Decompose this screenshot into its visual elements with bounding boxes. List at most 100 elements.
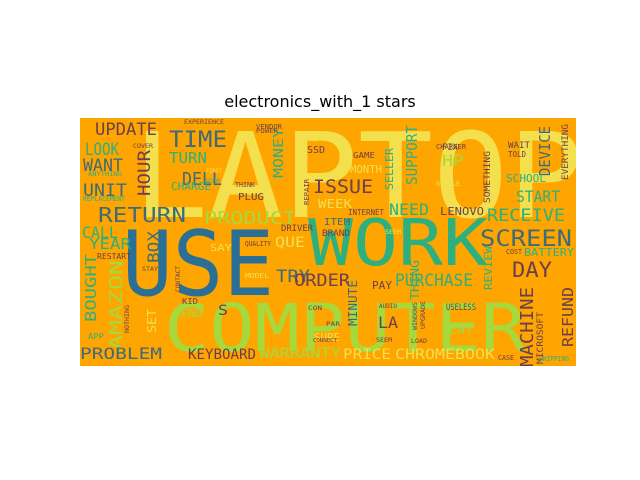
word-look: LOOK	[85, 140, 120, 160]
word-receive: RECEIVE	[487, 206, 565, 226]
word-vendor: VENDOR	[256, 123, 283, 131]
word-seller: SELLER	[383, 148, 396, 190]
word-sure: SURE	[314, 331, 340, 344]
word-unit: UNIT	[83, 181, 127, 201]
word-laptop: LAPTOP	[133, 118, 576, 245]
word-audio: AUDIO	[379, 303, 397, 310]
word-quality: QUALITY	[245, 240, 272, 248]
word-shipping: SHIPPING	[539, 355, 569, 363]
word-amazon: AMAZON	[106, 260, 127, 350]
word-app: APP	[88, 332, 104, 341]
word-machine: MACHINE	[517, 287, 538, 366]
word-week: WEEK	[318, 197, 353, 211]
word-microsoft: MICROSOFT	[536, 311, 546, 364]
word-help: HELP	[303, 135, 321, 143]
word-order: ORDER	[294, 271, 351, 291]
word-something: SOMETHING	[483, 151, 493, 203]
word-driver: DRIVER	[281, 224, 314, 234]
word-internet: INTERNET	[348, 208, 384, 217]
word-charger: CHARGER	[436, 143, 467, 151]
word-say: SAY	[210, 243, 232, 254]
word-update: UPDATE	[95, 120, 157, 140]
word-connect: CONNECT	[313, 338, 337, 344]
word-case: CASE	[498, 354, 514, 362]
word-price: PRICE	[343, 347, 391, 363]
word-stay: STAY	[142, 266, 158, 273]
word-support: SUPPORT	[403, 125, 421, 185]
word-seem: SEEM	[385, 229, 401, 236]
word-problem: PROBLEM	[80, 344, 162, 363]
word-think: THINK	[235, 181, 256, 189]
word-device: DEVICE	[536, 126, 554, 176]
word-month: MONTH	[350, 163, 382, 176]
word-product: PRODUCT	[204, 208, 296, 229]
word-start: START	[516, 187, 560, 206]
word-use: USE	[122, 212, 274, 317]
word-hp: HP	[442, 151, 464, 170]
chart-title: electronics_with_1 stars	[224, 92, 416, 111]
word-item: ITEM	[324, 217, 350, 228]
word-upgrade: UPGRADE	[420, 301, 427, 329]
word-turn: TURN	[169, 149, 207, 167]
word-time: TIME	[169, 128, 227, 153]
word-la: LA	[378, 313, 398, 332]
word-load: LOAD	[411, 338, 427, 345]
word-try: TRY	[276, 267, 310, 287]
word-day: DAY	[512, 258, 552, 282]
word-cloud: LAPTOP USE WORK COMPUTER RETURN PRODUCT SCREEN…	[80, 118, 576, 366]
word-replacement: REPLACEMENT	[83, 195, 126, 203]
word-battery: BATTERY	[524, 246, 574, 259]
word-seem: SEEM	[376, 337, 392, 344]
word-work: WORK	[308, 207, 489, 281]
word-que: QUE	[275, 235, 305, 251]
word-plug: PLUG	[238, 192, 264, 203]
word-lenovo: LENOVO	[440, 205, 484, 218]
word-want: WANT	[83, 156, 123, 176]
word-power: POWER	[256, 128, 278, 135]
word-warranty: WARRANTY	[259, 346, 342, 362]
word-useless: USELESS	[446, 303, 476, 313]
word-repair: REPAIR	[303, 178, 311, 205]
word-acer: ACER	[204, 178, 220, 185]
word-computer: COMPUTER	[164, 290, 526, 366]
word-refund: REFUND	[559, 287, 576, 347]
word-bought: BOUGHT	[82, 254, 100, 322]
word-game: GAME	[353, 151, 375, 160]
word-anything: ANYTHING	[88, 171, 122, 178]
word-school: SCHOOL	[506, 172, 546, 185]
word-google: GOOGLE	[436, 180, 460, 188]
word-told: TOLD	[508, 150, 526, 159]
word-cost: COST	[506, 248, 523, 256]
word-cover: COVER	[133, 143, 153, 150]
word-screen: SCREEN	[480, 227, 572, 252]
word-sent: SENT	[441, 323, 473, 338]
word-nothing: NOTHING	[124, 305, 131, 333]
word-return: RETURN	[98, 203, 186, 227]
word-kid: KID	[182, 297, 198, 306]
word-keyboard: KEYBOARD	[188, 347, 256, 363]
word-send: SEND	[173, 307, 203, 320]
word-restart: RESTART	[97, 252, 131, 261]
word-pay: PAY	[372, 279, 392, 292]
word-minute: MINUTE	[346, 280, 360, 326]
word-chromebook: CHROMEBOOK	[395, 347, 496, 363]
word-everything: EVERYTHING	[561, 124, 571, 180]
word-con: CON	[308, 305, 322, 312]
word-wait: WAIT	[508, 141, 531, 151]
word-ssd: SSD	[307, 145, 325, 156]
word-contact: CONTACT	[175, 266, 182, 292]
word-call: CALL	[82, 223, 118, 242]
word-brand: BRAND	[322, 229, 350, 239]
word-review: REVIEW	[482, 246, 495, 290]
word-fix: FIX	[442, 143, 459, 153]
word-par: PAR	[326, 321, 340, 328]
word-experience: EXPERIENCE	[184, 119, 224, 126]
word-model: MODEL	[245, 272, 269, 280]
word-dell: DELL	[182, 169, 222, 190]
word-hour: HOUR	[135, 149, 155, 196]
word-issue: ISSUE	[313, 176, 373, 198]
word-thing: THING	[408, 260, 422, 300]
word-set: SET	[145, 309, 159, 333]
word-box: BOX	[144, 231, 163, 263]
